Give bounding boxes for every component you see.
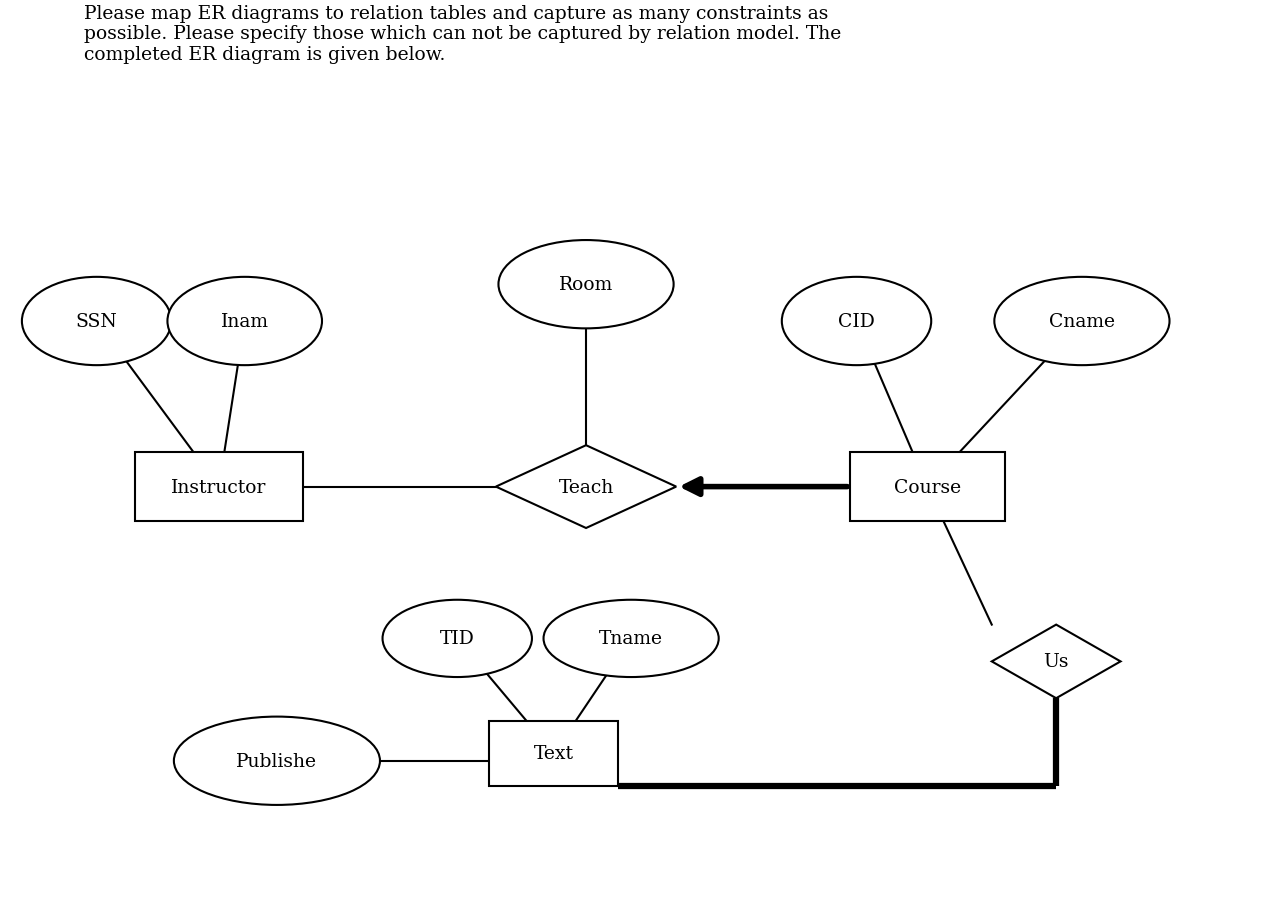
Text: TID: TID xyxy=(439,630,475,648)
Text: Tname: Tname xyxy=(599,630,663,648)
Ellipse shape xyxy=(383,600,532,677)
Text: Inam: Inam xyxy=(220,312,269,331)
Text: Us: Us xyxy=(1043,652,1069,671)
Text: Please map ER diagrams to relation tables and capture as many constraints as
pos: Please map ER diagrams to relation table… xyxy=(84,5,841,64)
Ellipse shape xyxy=(22,278,171,366)
Bar xyxy=(135,453,303,522)
Text: CID: CID xyxy=(838,312,875,331)
Polygon shape xyxy=(496,446,676,528)
Ellipse shape xyxy=(994,278,1170,366)
Ellipse shape xyxy=(498,241,674,329)
Polygon shape xyxy=(992,625,1121,698)
Ellipse shape xyxy=(544,600,719,677)
Text: Text: Text xyxy=(533,744,574,763)
Text: SSN: SSN xyxy=(76,312,117,331)
Ellipse shape xyxy=(174,717,380,805)
Ellipse shape xyxy=(167,278,322,366)
Bar xyxy=(850,453,1005,522)
Text: Room: Room xyxy=(559,276,613,294)
Text: Instructor: Instructor xyxy=(171,478,267,496)
Text: Course: Course xyxy=(894,478,961,496)
Text: Teach: Teach xyxy=(559,478,613,496)
Text: Cname: Cname xyxy=(1048,312,1115,331)
Ellipse shape xyxy=(782,278,931,366)
Text: Publishe: Publishe xyxy=(237,752,317,770)
Bar xyxy=(489,721,618,786)
